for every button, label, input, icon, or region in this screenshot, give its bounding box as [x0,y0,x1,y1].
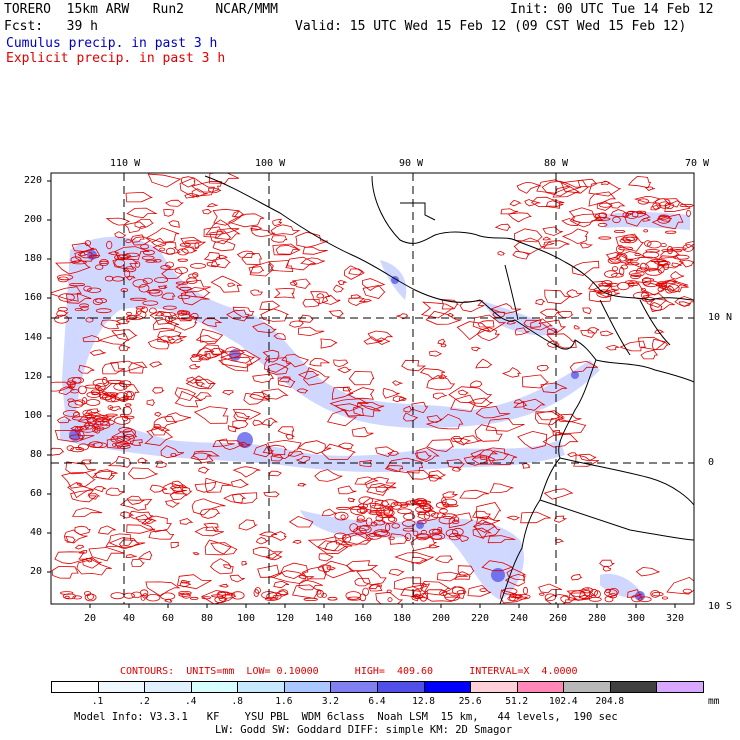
colorbar-swatch [330,681,378,693]
colorbar-label: 51.2 [505,696,529,707]
y-index-label: 100 [24,410,43,421]
colorbar-label: 3.2 [321,696,340,707]
colorbar-swatch [283,681,332,693]
colorbar-swatch [516,681,565,693]
colorbar-unit: mm [708,696,720,707]
x-index-label: 40 [123,613,136,624]
x-index-label: 300 [627,613,646,624]
colorbar-swatch [656,681,704,693]
colorbar-label: .2 [138,696,150,707]
colorbar-swatch [51,681,99,693]
y-index-label: 200 [24,214,43,225]
y-index-label: 80 [30,449,43,460]
x-index-label: 180 [393,613,412,624]
colorbar-swatch [237,681,285,693]
x-index-label: 220 [471,613,490,624]
y-index-label: 140 [24,332,43,343]
lon-label: 90 W [399,158,424,169]
x-index-label: 140 [315,613,334,624]
colorbar-swatch [423,681,472,693]
cumulus-field-title: Cumulus precip. in past 3 h [6,36,218,51]
colorbar-swatch [97,681,146,693]
colorbar-label: .1 [91,696,104,707]
x-index-label: 260 [549,613,568,624]
y-index-label: 20 [30,566,43,577]
y-index-label: 120 [24,371,43,382]
x-index-label: 280 [588,613,607,624]
forecast-hour: Fcst: 39 h [4,19,98,34]
model-run-title: TORERO 15km ARW Run2 NCAR/MMM [4,2,278,17]
y-index-label: 160 [24,292,43,303]
y-index-label: 60 [30,488,43,499]
x-index-label: 240 [510,613,529,624]
lon-label: 100 W [255,158,286,169]
colorbar-label: 25.6 [458,696,482,707]
colorbar-label: 1.6 [275,696,293,707]
colorbar-swatch [144,681,192,693]
colorbar-label: .4 [184,696,197,707]
colorbar-swatch [609,681,658,693]
x-index-label: 20 [84,613,97,624]
y-index-label: 40 [30,527,43,538]
explicit-precip-contours [51,173,694,604]
colorbar-swatch [470,681,518,693]
axis-ticks [47,180,676,608]
lon-label: 110 W [110,158,141,169]
lat-label: 0 [708,457,715,468]
x-index-label: 320 [666,613,685,624]
colorbar-swatch [563,681,611,693]
x-index-label: 60 [162,613,175,624]
colorbar-swatch [377,681,425,693]
colorbar-swatch [190,681,239,693]
lat-label: 10 S [708,601,733,612]
init-time: Init: 00 UTC Tue 14 Feb 12 [510,2,714,17]
colorbar-label: 12.8 [412,696,436,707]
contour-info: CONTOURS: UNITS=mm LOW= 0.10000 HIGH= 40… [120,666,578,677]
x-index-label: 120 [276,613,295,624]
model-info-line2: LW: Godd SW: Goddard DIFF: simple KM: 2D… [215,724,513,736]
colorbar-label: 6.4 [368,696,386,707]
explicit-field-title: Explicit precip. in past 3 h [6,51,226,66]
x-index-label: 160 [354,613,373,624]
colorbar-label: 204.8 [595,696,625,707]
valid-time: Valid: 15 UTC Wed 15 Feb 12 (09 CST Wed … [295,19,687,34]
map-frame [50,172,695,605]
y-index-label: 180 [24,253,43,264]
colorbar-label: 102.4 [548,696,578,707]
lat-label: 10 N [708,312,733,323]
x-index-label: 100 [237,613,256,624]
x-index-label: 80 [201,613,214,624]
lon-label: 70 W [685,158,710,169]
colorbar-label: .8 [231,696,244,707]
lat-lon-grid [51,173,694,604]
y-index-label: 220 [24,175,43,186]
model-info-line1: Model Info: V3.3.1 KF YSU PBL WDM 6class… [74,711,618,723]
coastlines [204,175,694,604]
x-index-label: 200 [432,613,451,624]
lon-label: 80 W [544,158,569,169]
